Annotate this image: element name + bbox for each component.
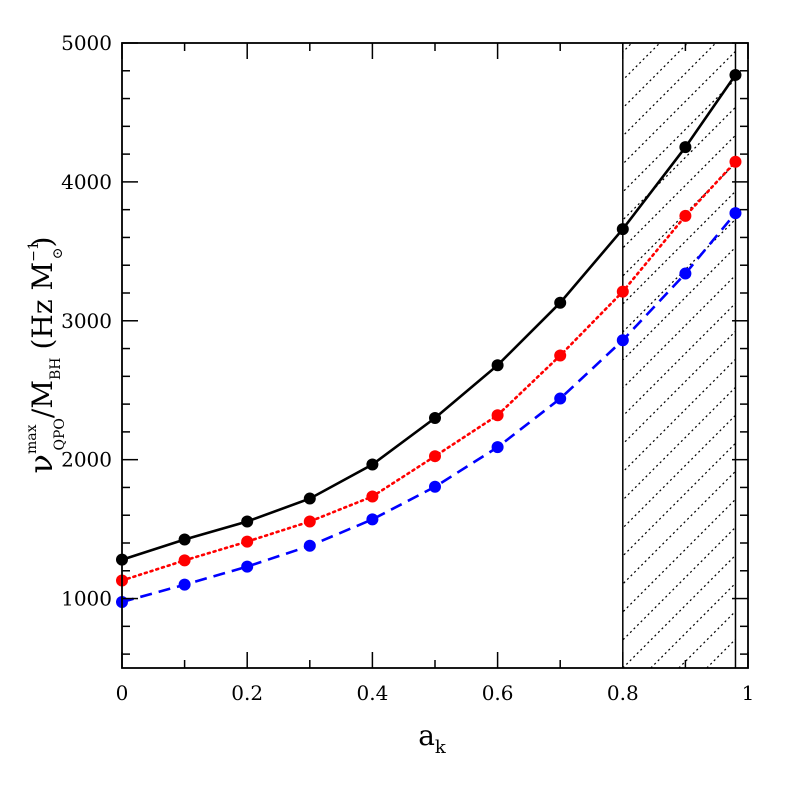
hatch-line	[622, 302, 736, 417]
x-tick-label: 0.8	[607, 681, 639, 705]
hatch-line	[622, 106, 736, 221]
hatch-line	[622, 330, 736, 445]
data-point	[366, 490, 379, 503]
hatch-line	[622, 134, 736, 249]
data-point	[429, 450, 441, 463]
data-point	[429, 480, 441, 493]
hatch-line	[0, 43, 604, 668]
x-tick-label: 1	[742, 681, 755, 705]
plot-frame	[121, 42, 749, 669]
y-axis-label: νmax QPO/MBH(Hz M−1 ⊙)	[22, 237, 68, 474]
data-point	[616, 334, 629, 347]
data-point	[729, 155, 742, 168]
hatch-line	[650, 582, 736, 668]
hatch-line	[622, 470, 736, 585]
axes: 0 0.2 0.4 0.6 0.8 1 1000 2000 3000 4000 5000	[61, 31, 754, 705]
data-point	[366, 458, 379, 471]
series-0	[116, 68, 742, 566]
hatch-line	[734, 666, 736, 668]
series-1	[116, 155, 742, 587]
data-point	[616, 223, 629, 236]
hatch-line	[622, 190, 736, 305]
data-point	[554, 392, 567, 405]
x-tick-label: 0	[116, 681, 129, 705]
data-point	[729, 68, 742, 81]
x-axis-label: ak	[418, 719, 447, 758]
data-point	[429, 412, 441, 424]
hatch-line	[0, 43, 548, 668]
data-point	[729, 207, 742, 220]
shaded-region	[0, 43, 789, 668]
data-point	[178, 554, 191, 567]
data-point	[679, 209, 692, 222]
series-line	[121, 74, 737, 561]
y-tick-label: 4000	[61, 170, 112, 194]
data-point	[303, 492, 316, 505]
series-2	[116, 207, 742, 609]
data-point	[178, 533, 191, 546]
hatch-line	[622, 43, 689, 109]
x-tick-label: 0.2	[231, 681, 263, 705]
series-line	[120, 160, 737, 582]
y-tick-label: 1000	[61, 587, 112, 611]
hatch-lines	[0, 43, 789, 668]
hatch-line	[622, 386, 736, 501]
data-point	[679, 141, 692, 154]
data-point	[491, 359, 504, 372]
x-tick-label: 0.6	[482, 681, 514, 705]
data-point	[303, 539, 316, 552]
y-tick-label: 5000	[61, 31, 112, 55]
series-layer	[116, 68, 742, 609]
data-point	[366, 513, 379, 526]
hatch-line	[622, 43, 633, 53]
data-point	[241, 535, 254, 548]
data-point	[554, 296, 567, 309]
hatch-line	[0, 43, 576, 668]
data-point	[554, 349, 567, 362]
hatch-line	[622, 78, 736, 193]
data-point	[303, 515, 316, 528]
data-point	[491, 441, 504, 454]
hatch-line	[622, 274, 736, 389]
hatch-line	[622, 50, 736, 165]
data-point	[241, 560, 254, 573]
data-point	[241, 515, 254, 528]
x-tick-label: 0.4	[356, 681, 388, 705]
hatch-line	[622, 414, 736, 529]
y-tick-label: 3000	[61, 309, 112, 333]
hatch-line	[622, 218, 736, 333]
y-tick-label: 2000	[61, 448, 112, 472]
series-line	[121, 212, 737, 604]
data-point	[679, 267, 692, 280]
hatch-line	[763, 43, 789, 668]
data-point	[616, 285, 629, 298]
data-point	[491, 409, 504, 422]
data-point	[178, 578, 191, 591]
hatch-line	[622, 246, 736, 361]
